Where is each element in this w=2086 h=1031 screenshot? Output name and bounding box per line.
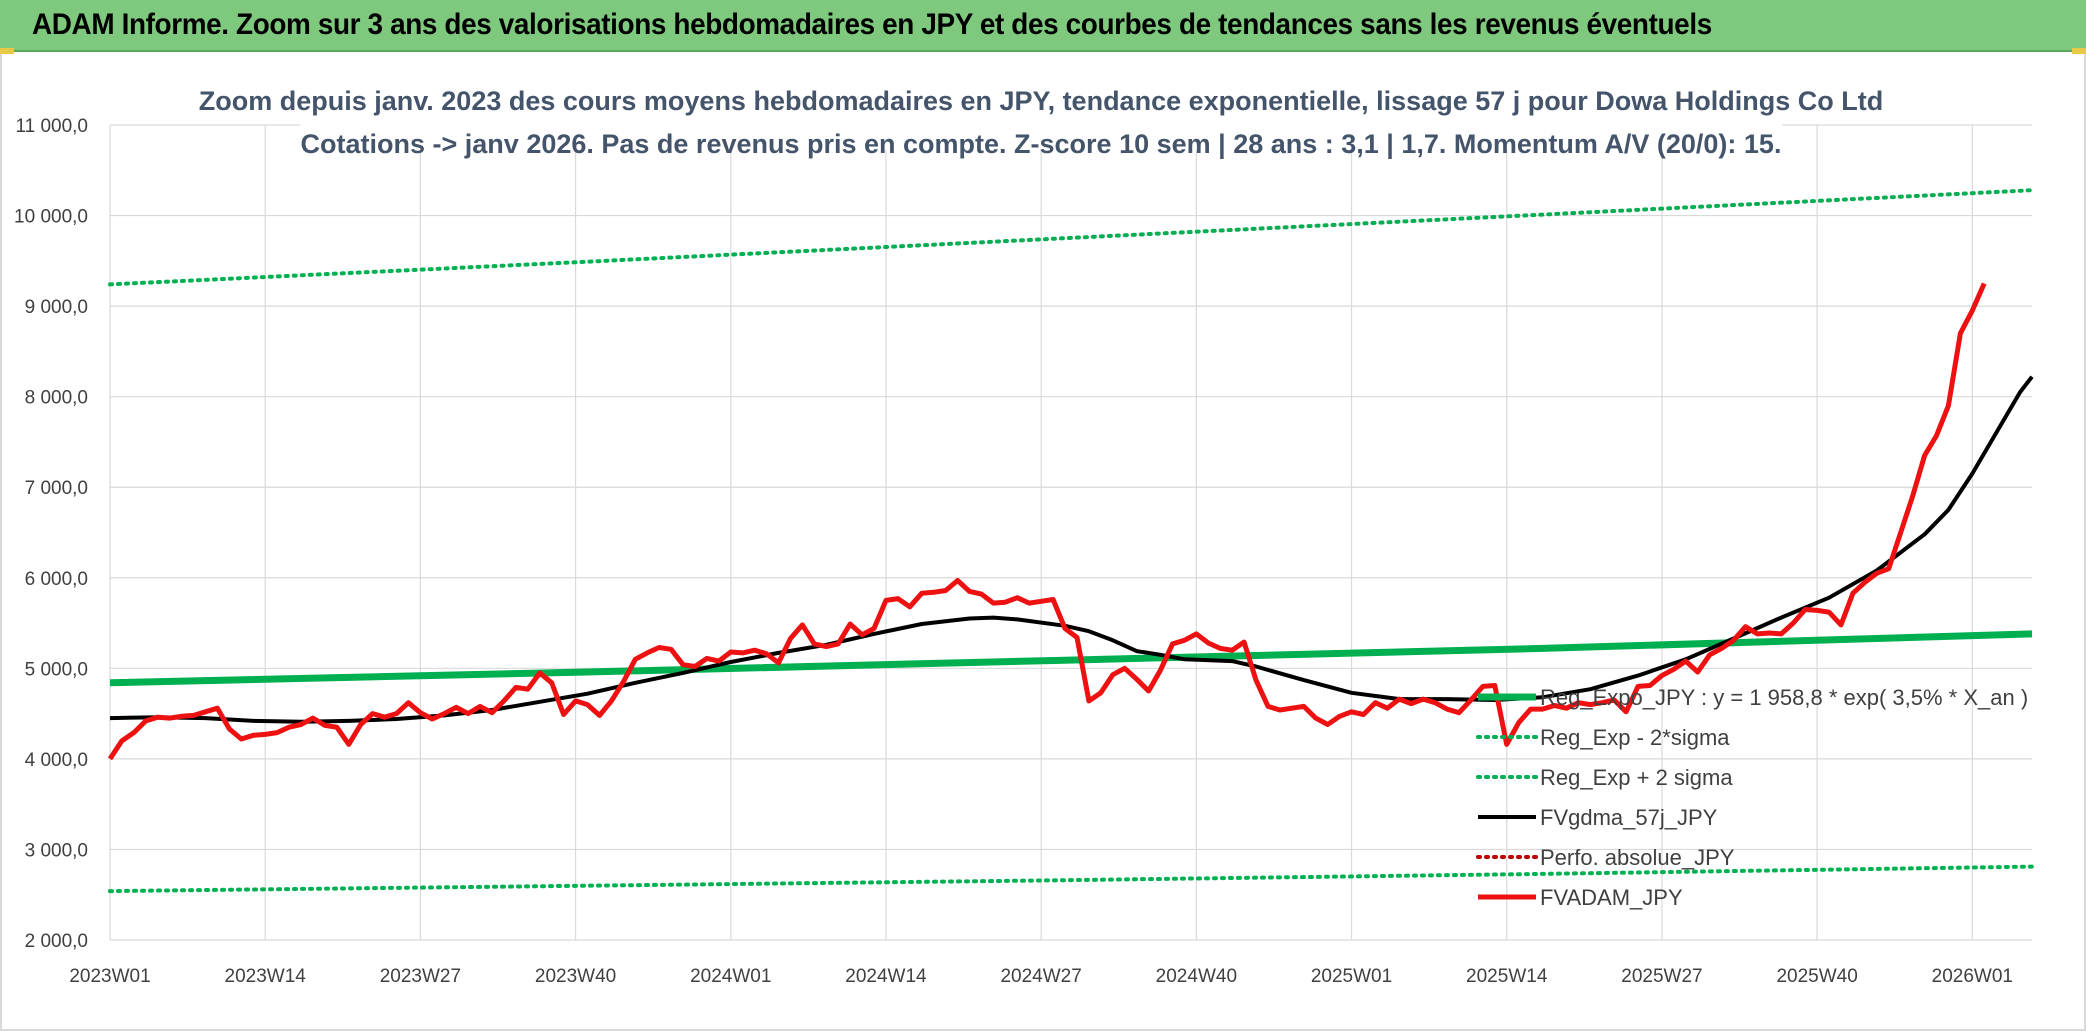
x-tick-label: 2023W40 — [535, 966, 616, 987]
y-tick-label: 2 000,0 — [25, 931, 88, 952]
chart-series — [107, 188, 2034, 894]
x-tick-label: 2023W14 — [225, 966, 307, 987]
y-axis-ticks: 2 000,0 3 000,0 4 000,0 5 000,0 6 000,0 7 000… — [14, 116, 88, 952]
y-tick-label: 9 000,0 — [25, 297, 88, 318]
chart-subtitle: Cotations -> janv 2026. Pas de revenus p… — [301, 129, 1782, 159]
legend-label: Reg_Exp + 2 sigma — [1540, 765, 1733, 790]
chart-title-background — [300, 78, 1782, 150]
y-tick-label: 5 000,0 — [25, 659, 88, 680]
series-line — [108, 864, 2034, 894]
legend-label: FVADAM_JPY — [1540, 885, 1683, 910]
y-tick-label: 10 000,0 — [14, 207, 88, 228]
x-tick-label: 2024W14 — [845, 966, 927, 987]
y-tick-label: 11 000,0 — [15, 116, 88, 137]
x-tick-label: 2023W01 — [69, 966, 150, 987]
series-line — [107, 282, 1987, 761]
x-tick-label: 2025W01 — [1311, 966, 1392, 987]
legend-label: Reg_Exp - 2*sigma — [1540, 725, 1730, 750]
x-tick-label: 2025W14 — [1466, 966, 1548, 987]
x-axis-ticks: 2023W01 2023W14 2023W27 2023W40 2024W01 2024W… — [69, 966, 2013, 987]
banner-corner-right — [2072, 48, 2086, 54]
y-tick-label: 7 000,0 — [25, 478, 88, 499]
series-line — [109, 375, 2034, 724]
y-tick-label: 4 000,0 — [25, 750, 88, 771]
legend-label: Perfo. absolue_JPY — [1540, 845, 1735, 870]
chart-title: Zoom depuis janv. 2023 des cours moyens … — [199, 86, 1883, 116]
series-line — [109, 630, 2033, 687]
y-tick-label: 6 000,0 — [25, 569, 88, 590]
y-tick-label: 3 000,0 — [25, 840, 88, 861]
x-tick-label: 2024W40 — [1156, 966, 1237, 987]
x-tick-label: 2025W40 — [1776, 966, 1857, 987]
x-tick-label: 2023W27 — [380, 966, 461, 987]
chart-legend: Reg_Expo_JPY : y = 1 958,8 * exp( 3,5% *… — [1476, 685, 2028, 910]
legend-label: FVgdma_57j_JPY — [1540, 805, 1718, 830]
banner-corner-left — [0, 48, 14, 54]
x-tick-label: 2024W01 — [690, 966, 771, 987]
legend-label: Reg_Expo_JPY : y = 1 958,8 * exp( 3,5% *… — [1540, 685, 2028, 710]
report-banner: ADAM Informe. Zoom sur 3 ans des valoris… — [0, 0, 2086, 52]
x-tick-label: 2026W01 — [1932, 966, 2013, 987]
x-tick-label: 2025W27 — [1621, 966, 1702, 987]
y-tick-label: 8 000,0 — [25, 388, 88, 409]
series-line — [108, 188, 2034, 287]
x-tick-label: 2024W27 — [1000, 966, 1081, 987]
chart-grid — [109, 124, 2032, 941]
report-banner-title: ADAM Informe. Zoom sur 3 ans des valoris… — [32, 8, 1712, 41]
